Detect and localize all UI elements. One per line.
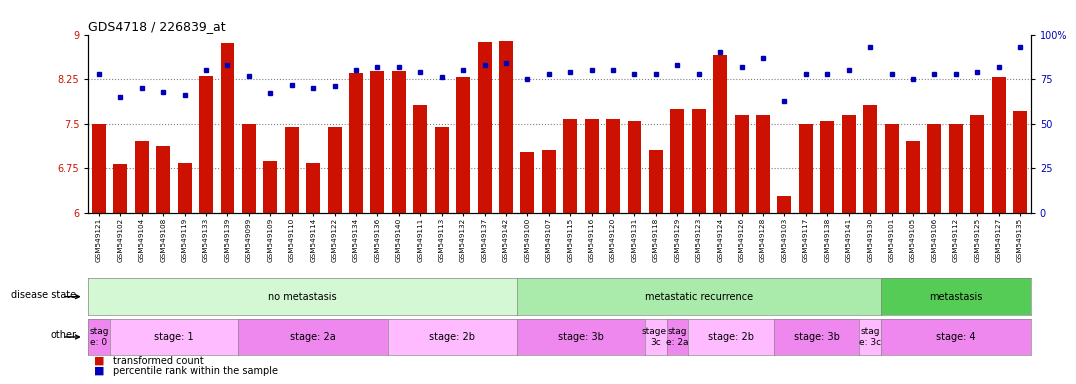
Bar [1014, 111, 1028, 213]
Bar [670, 109, 684, 213]
Bar [242, 124, 256, 213]
Bar [156, 146, 170, 213]
Bar [627, 121, 641, 213]
Bar [971, 115, 985, 213]
Text: stage: 2b: stage: 2b [708, 332, 754, 342]
Text: stage: 3b: stage: 3b [558, 332, 604, 342]
Text: transformed count: transformed count [113, 356, 203, 366]
Text: stag
e: 3c: stag e: 3c [859, 327, 881, 347]
Bar [349, 73, 363, 213]
Text: stage: 2a: stage: 2a [291, 332, 336, 342]
Text: stag
e: 0: stag e: 0 [89, 327, 109, 347]
Bar [606, 119, 620, 213]
Bar [542, 150, 556, 213]
Bar [798, 124, 812, 213]
Text: stage:
3c: stage: 3c [642, 327, 670, 347]
Bar [735, 115, 749, 213]
Text: GDS4718 / 226839_at: GDS4718 / 226839_at [88, 20, 226, 33]
Bar [778, 197, 792, 213]
Bar [756, 115, 770, 213]
Text: ■: ■ [94, 356, 104, 366]
Bar [884, 124, 898, 213]
Bar [820, 121, 834, 213]
Bar [199, 76, 213, 213]
Bar [521, 152, 535, 213]
Bar [584, 119, 598, 213]
Text: metastatic recurrence: metastatic recurrence [645, 291, 753, 302]
Bar [370, 71, 384, 213]
Bar [178, 162, 192, 213]
Bar [928, 124, 942, 213]
Text: ■: ■ [94, 366, 104, 376]
Text: other: other [51, 330, 76, 340]
Bar [327, 127, 341, 213]
Text: stage: 1: stage: 1 [154, 332, 194, 342]
Bar [435, 127, 449, 213]
Text: metastasis: metastasis [930, 291, 982, 302]
Bar [134, 141, 148, 213]
Bar [949, 124, 963, 213]
Bar [91, 124, 105, 213]
Bar [113, 164, 127, 213]
Bar [456, 78, 470, 213]
Bar [906, 141, 920, 213]
Bar [841, 115, 855, 213]
Bar [863, 105, 877, 213]
Text: percentile rank within the sample: percentile rank within the sample [113, 366, 278, 376]
Text: stag
e: 2a: stag e: 2a [666, 327, 689, 347]
Text: stage: 3b: stage: 3b [794, 332, 839, 342]
Bar [392, 71, 406, 213]
Bar [285, 127, 299, 213]
Bar [264, 161, 278, 213]
Bar [649, 150, 663, 213]
Bar [413, 105, 427, 213]
Bar [992, 78, 1006, 213]
Bar [713, 55, 727, 213]
Bar [692, 109, 706, 213]
Text: stage: 2b: stage: 2b [429, 332, 476, 342]
Bar [563, 119, 577, 213]
Bar [307, 162, 321, 213]
Bar [478, 42, 492, 213]
Bar [221, 43, 235, 213]
Text: disease state: disease state [11, 290, 76, 300]
Bar [499, 41, 513, 213]
Text: stage: 4: stage: 4 [936, 332, 976, 342]
Text: no metastasis: no metastasis [268, 291, 337, 302]
